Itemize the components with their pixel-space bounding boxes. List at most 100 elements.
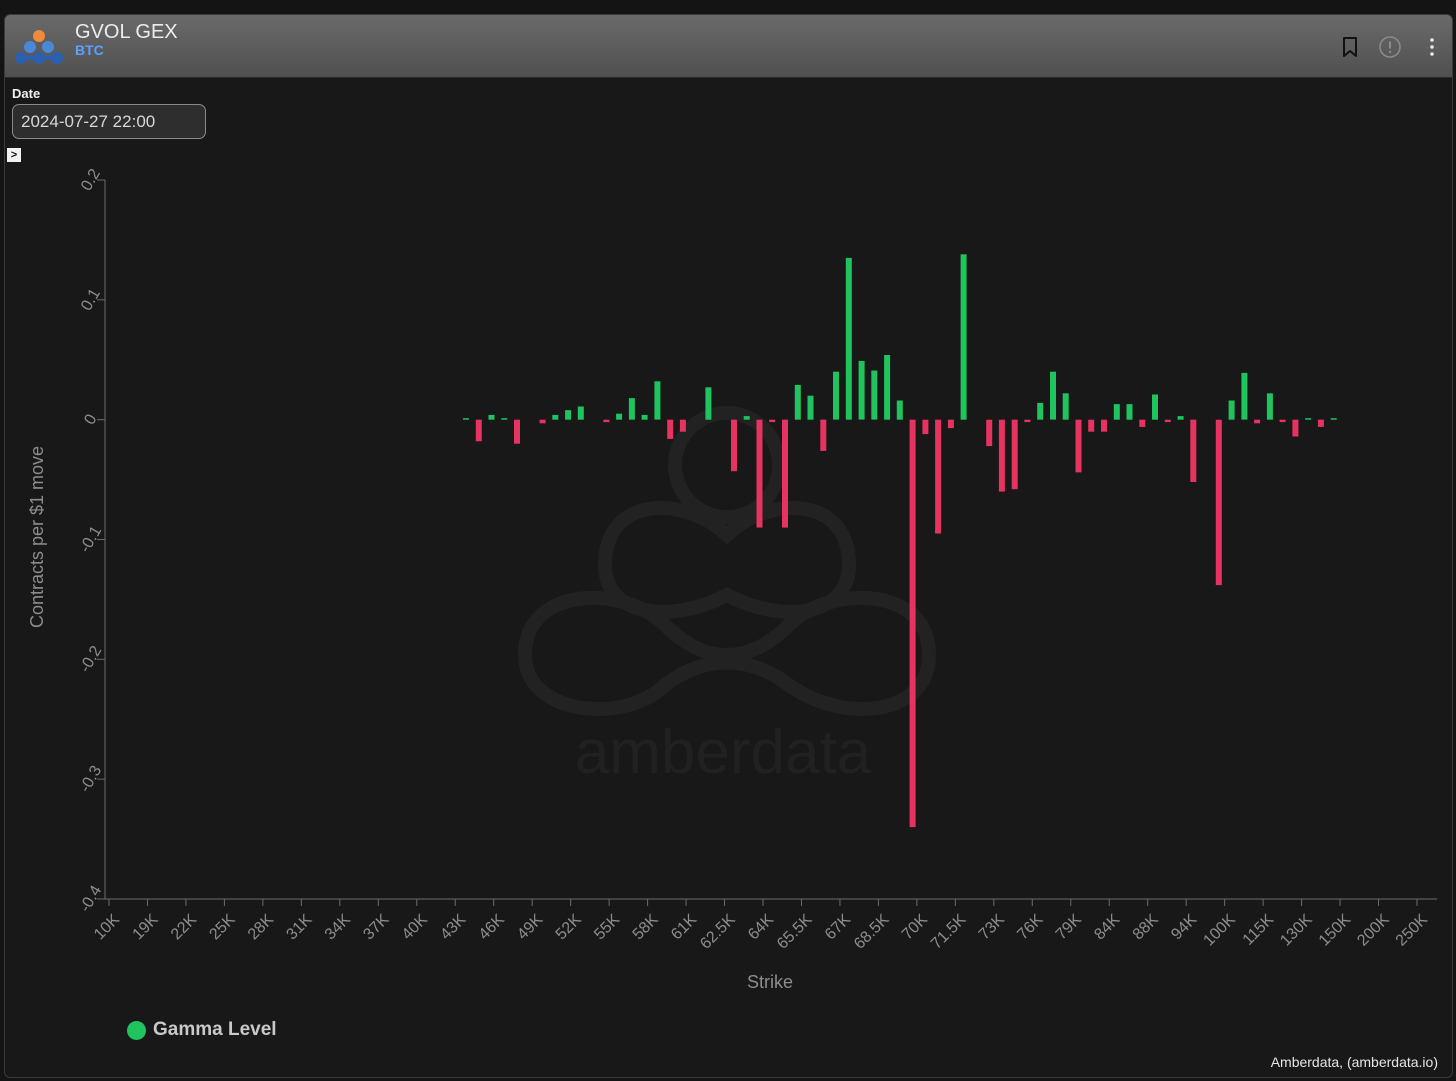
gamma-bar bbox=[1050, 371, 1056, 420]
gamma-bar bbox=[1215, 419, 1222, 586]
x-tick-label: 25K bbox=[206, 911, 238, 943]
y-tick-label: 0.2 bbox=[78, 166, 104, 194]
gamma-bar bbox=[1317, 419, 1324, 427]
gamma-bar bbox=[577, 406, 584, 420]
gamma-bar bbox=[884, 355, 891, 420]
x-tick-label: 94K bbox=[1168, 911, 1200, 943]
gamma-bar bbox=[654, 381, 661, 420]
x-tick-label: 200K bbox=[1354, 911, 1393, 950]
gamma-bar bbox=[922, 419, 929, 435]
gamma-bar bbox=[641, 414, 648, 420]
gamma-bar bbox=[1279, 419, 1286, 423]
gamma-bar bbox=[1126, 404, 1133, 420]
x-tick-label: 46K bbox=[476, 911, 508, 943]
expand-toggle-icon[interactable]: > bbox=[7, 148, 21, 162]
gamma-bar bbox=[501, 418, 508, 420]
gamma-bar bbox=[679, 419, 686, 432]
watermark-text: amberdata bbox=[575, 718, 872, 787]
bookmark-icon[interactable] bbox=[1338, 35, 1362, 59]
x-tick-label: 37K bbox=[360, 911, 392, 943]
x-tick-label: 150K bbox=[1316, 911, 1355, 950]
gamma-bar bbox=[769, 419, 776, 423]
widget-subtitle[interactable]: BTC bbox=[75, 42, 104, 58]
x-tick-label: 43K bbox=[437, 911, 469, 943]
gamma-bar bbox=[667, 419, 674, 439]
x-tick-label: 55K bbox=[591, 911, 623, 943]
x-tick-label: 52K bbox=[553, 911, 585, 943]
gamma-bar bbox=[1101, 419, 1107, 432]
widget-header: GVOL GEX BTC bbox=[5, 15, 1452, 78]
gamma-bar bbox=[1254, 419, 1261, 424]
gamma-bar bbox=[1088, 419, 1095, 432]
gamma-bar bbox=[475, 419, 482, 442]
gamma-bar bbox=[858, 360, 865, 420]
gamma-bar bbox=[947, 419, 954, 429]
gamma-bar bbox=[1164, 419, 1171, 423]
gamma-bar bbox=[1139, 419, 1146, 427]
x-tick-label: 250K bbox=[1393, 911, 1432, 950]
data-credit: Amberdata, (amberdata.io) bbox=[1270, 1054, 1438, 1070]
x-tick-label: 68.5K bbox=[851, 911, 893, 953]
x-tick-label: 67K bbox=[822, 911, 854, 943]
x-tick-label: 73K bbox=[976, 911, 1008, 943]
gamma-bar bbox=[539, 419, 546, 424]
x-tick-label: 28K bbox=[245, 911, 277, 943]
legend-label: Gamma Level bbox=[153, 1019, 277, 1040]
gamma-bar bbox=[488, 414, 495, 420]
x-tick-label: 19K bbox=[130, 911, 162, 943]
alert-circle-icon[interactable] bbox=[1378, 35, 1402, 59]
gamma-bar bbox=[1011, 419, 1018, 490]
gamma-bar bbox=[960, 254, 967, 420]
y-tick-label: 0 bbox=[81, 411, 100, 427]
more-vertical-icon[interactable] bbox=[1420, 35, 1444, 59]
x-tick-label: 84K bbox=[1091, 911, 1123, 943]
x-tick-label: 61K bbox=[668, 911, 700, 943]
gamma-bar bbox=[1024, 419, 1031, 423]
gamma-bar bbox=[1228, 400, 1235, 420]
x-tick-label: 62.5K bbox=[697, 911, 739, 953]
gamma-bar bbox=[565, 410, 572, 420]
x-tick-label: 115K bbox=[1240, 911, 1278, 949]
gamma-bar bbox=[1266, 393, 1273, 420]
gamma-bar bbox=[1190, 419, 1197, 482]
x-tick-label: 58K bbox=[630, 911, 662, 943]
x-tick-label: 100K bbox=[1200, 911, 1239, 950]
gamma-bar bbox=[1113, 404, 1120, 420]
y-tick-label: 0.1 bbox=[78, 286, 104, 314]
x-tick-label: 64K bbox=[745, 911, 777, 943]
gamma-bar bbox=[628, 398, 635, 420]
watermark-logo bbox=[517, 406, 937, 716]
date-input[interactable] bbox=[12, 104, 206, 139]
legend-swatch bbox=[127, 1020, 146, 1040]
gamma-bar bbox=[845, 257, 852, 420]
gex-widget: GVOL GEX BTC Date > amberdata 0.20.10-0.… bbox=[4, 14, 1453, 1078]
chart-legend[interactable]: Gamma Level bbox=[127, 1019, 277, 1041]
gvol-logo-icon bbox=[15, 30, 63, 64]
x-tick-label: 130K bbox=[1277, 911, 1316, 950]
gamma-bar bbox=[935, 419, 942, 534]
x-tick-label: 40K bbox=[399, 911, 431, 943]
gamma-bar bbox=[1305, 418, 1312, 420]
gamma-bar bbox=[1037, 402, 1044, 420]
x-tick-label: 49K bbox=[514, 911, 546, 943]
gamma-bar bbox=[1062, 393, 1069, 420]
gamma-bar bbox=[1292, 419, 1299, 437]
x-tick-label: 10K bbox=[91, 911, 123, 943]
gamma-bar bbox=[514, 419, 520, 444]
gamma-bar bbox=[743, 416, 750, 420]
gamma-bar bbox=[616, 413, 623, 420]
gamma-bar bbox=[871, 370, 878, 420]
gamma-bar bbox=[463, 418, 469, 420]
gamma-bar bbox=[794, 384, 801, 420]
x-tick-label: 76K bbox=[1014, 911, 1046, 943]
x-tick-label: 31K bbox=[283, 911, 315, 943]
x-tick-label: 88K bbox=[1130, 911, 1162, 943]
x-axis-title: Strike bbox=[747, 972, 793, 992]
widget-title: GVOL GEX bbox=[75, 21, 178, 43]
gamma-bar bbox=[998, 419, 1005, 492]
gamma-bar bbox=[896, 400, 903, 420]
x-tick-label: 71.5K bbox=[928, 911, 970, 953]
gamma-bar bbox=[833, 371, 839, 420]
gamma-bar bbox=[1241, 372, 1248, 420]
